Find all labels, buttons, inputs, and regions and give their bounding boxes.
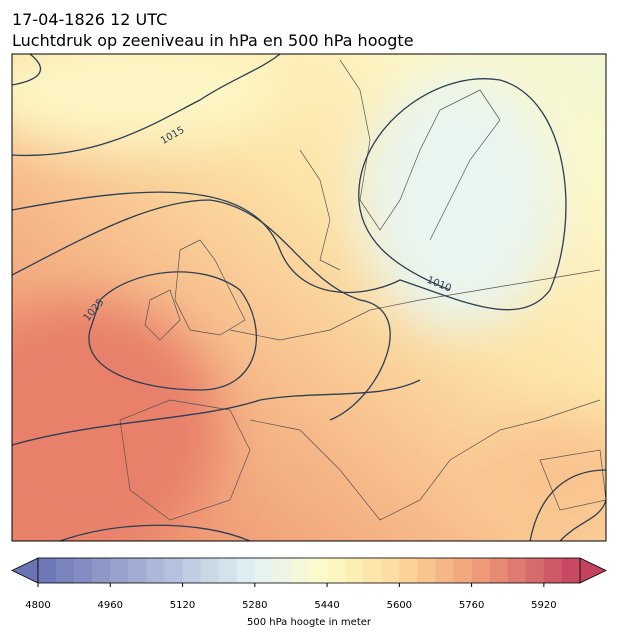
title: 17-04-1826 12 UTC xyxy=(12,10,167,29)
colorbar-band xyxy=(56,558,75,583)
colorbar-band xyxy=(92,558,111,583)
colorbar-extend xyxy=(579,557,607,584)
colorbar-band xyxy=(507,558,527,583)
colorbar-band xyxy=(543,558,563,583)
colorbar-band xyxy=(327,558,346,583)
colorbar-band xyxy=(38,558,57,583)
map-frame xyxy=(11,53,607,542)
colorbar-band xyxy=(399,558,418,583)
colorbar-band xyxy=(435,558,454,583)
colorbar-tick-label: 4960 xyxy=(98,600,123,611)
colorbar-tick-label: 5120 xyxy=(170,600,195,611)
colorbar-band xyxy=(309,558,328,583)
colorbar-band xyxy=(561,558,581,583)
colorbar-tick-label: 4800 xyxy=(25,600,50,611)
colorbar-band xyxy=(363,558,382,583)
colorbar-band xyxy=(128,558,147,583)
colorbar-tick-label: 5280 xyxy=(242,600,267,611)
colorbar-band xyxy=(381,558,400,583)
colorbar-label: 500 hPa hoogte in meter xyxy=(247,617,372,628)
subtitle: Luchtdruk op zeeniveau in hPa en 500 hPa… xyxy=(12,31,414,50)
colorbar-band xyxy=(146,558,165,583)
colorbar-band xyxy=(453,558,472,583)
colorbar-band xyxy=(345,558,364,583)
colorbar-extend xyxy=(11,557,39,584)
colorbar-tick-label: 5920 xyxy=(531,600,556,611)
colorbar-band xyxy=(236,558,256,583)
colorbar-tick-label: 5760 xyxy=(459,600,484,611)
colorbar-band xyxy=(272,558,292,583)
colorbar: 4800 4960 5120 5280 5440 5600 5760 5920 xyxy=(11,557,607,611)
colorbar-band xyxy=(200,558,219,583)
colorbar-frame xyxy=(37,557,581,584)
colorbar-band xyxy=(110,558,129,583)
colorbar-band xyxy=(164,558,183,583)
colorbar-band xyxy=(254,558,274,583)
colorbar-band xyxy=(471,558,490,583)
colorbar-band xyxy=(182,558,201,583)
colorbar-band xyxy=(218,558,238,583)
map xyxy=(12,54,606,541)
colorbar-band xyxy=(489,558,509,583)
colorbar-band xyxy=(74,558,93,583)
colorbar-band xyxy=(290,558,310,583)
colorbar-band xyxy=(417,558,436,583)
colorbar-band xyxy=(525,558,545,583)
colorbar-tick-label: 5600 xyxy=(387,600,412,611)
colorbar-tick-label: 5440 xyxy=(314,600,339,611)
